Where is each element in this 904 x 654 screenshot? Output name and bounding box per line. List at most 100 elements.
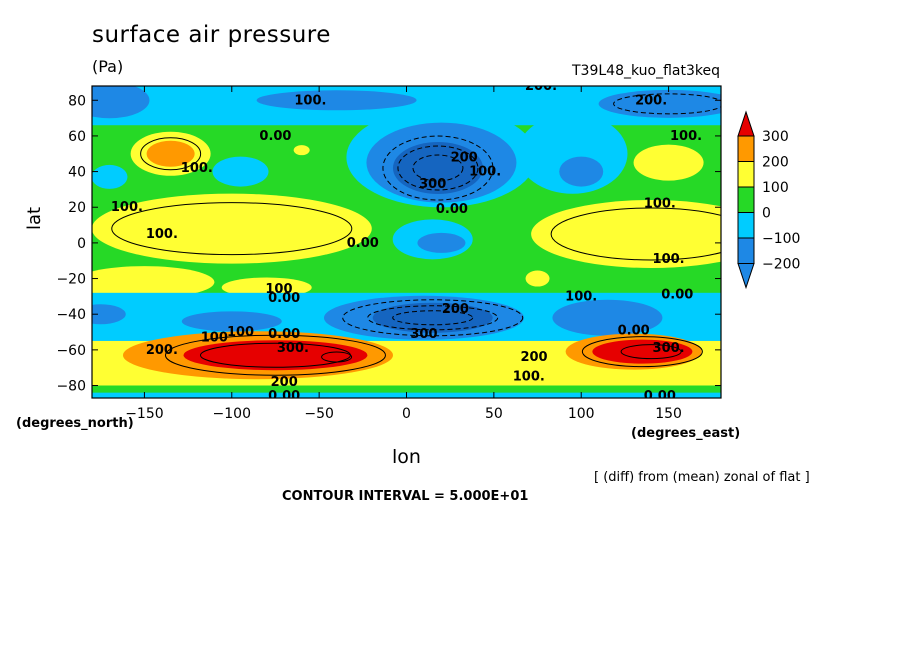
- contour-south-low-2: [367, 305, 499, 331]
- contour-label: 200.: [146, 343, 178, 358]
- colorbar-label: 0: [762, 206, 771, 222]
- colorbar-segment: [737, 212, 755, 239]
- colorbar-segment: [737, 161, 755, 188]
- x-axis-units: (degrees_east): [631, 426, 741, 441]
- y-tick-label: −40: [56, 307, 86, 323]
- contour-label: 200: [271, 375, 298, 390]
- colorbar-label: 300: [762, 129, 789, 145]
- contour-label: 100.: [469, 165, 501, 180]
- contour-label: 0.00: [268, 327, 300, 342]
- south-blue-edge: [92, 304, 126, 325]
- colorbar-label: −100: [762, 231, 800, 247]
- x-tick-label: −100: [213, 406, 251, 422]
- contour-label: 100.: [644, 197, 676, 212]
- x-tick-label: 50: [485, 406, 503, 422]
- contour-label: 100.: [181, 161, 213, 176]
- colorbar-label: −200: [762, 257, 800, 273]
- colorbar-label: 200: [762, 155, 789, 171]
- x-tick-label: 0: [402, 406, 411, 422]
- north-blue-small: [559, 156, 604, 187]
- contour-label: 100.: [294, 93, 326, 108]
- x-tick-label: 100: [568, 406, 595, 422]
- north-high-orange: [146, 140, 195, 167]
- y-tick-label: 60: [68, 129, 86, 145]
- plot-title: surface air pressure: [92, 22, 331, 48]
- subtropic-yellow-mid: [221, 277, 312, 298]
- north-cyan-edge: [92, 164, 128, 189]
- colorbar-top-arrow: [737, 110, 755, 137]
- south-green-strip: [92, 385, 721, 393]
- x-tick-label: 150: [655, 406, 682, 422]
- contour-label: 100.: [513, 370, 545, 385]
- north-low-core: [392, 142, 483, 195]
- contour-label: 0.00: [618, 323, 650, 338]
- tropical-blue-center: [417, 232, 466, 253]
- contour-north-east-1: [613, 93, 721, 115]
- contour-label: 100.: [111, 200, 143, 215]
- colorbar: 300 200 100 0 −100 −200: [737, 110, 800, 290]
- contour-label: 0.00: [644, 389, 676, 404]
- colorbar-segment: [737, 135, 755, 162]
- run-id-label: T39L48_kuo_flat3keq: [572, 63, 720, 79]
- y-axis-title: lat: [24, 206, 45, 230]
- contour-label: 0.00: [268, 291, 300, 306]
- colorbar-label: 100: [762, 180, 789, 196]
- colorbar-segment: [737, 186, 755, 213]
- contour-label: 200: [451, 150, 478, 165]
- contour-interval: CONTOUR INTERVAL = 5.000E+01: [282, 489, 529, 504]
- contour-label: 100.: [565, 289, 597, 304]
- y-axis-units: (degrees_north): [16, 416, 134, 431]
- south-low-core: [372, 302, 493, 333]
- contour-south-high-4: [581, 336, 703, 368]
- contour-north-low-2: [397, 145, 479, 191]
- contour-tropical-2: [550, 207, 721, 261]
- contour-label: 100: [201, 330, 228, 345]
- contour-label: 200.: [635, 93, 667, 108]
- north-blue-west: [92, 86, 150, 119]
- contour-label: 300: [419, 177, 446, 192]
- contour-label: 200.: [525, 79, 557, 94]
- contour-south-low-1: [342, 299, 524, 337]
- x-axis-title: lon: [392, 446, 421, 468]
- units-label: (Pa): [92, 57, 124, 76]
- contour-label: 0.00: [436, 202, 468, 217]
- contour-label: 100: [227, 325, 254, 340]
- contour-south-high-5: [620, 344, 682, 360]
- y-tick-label: 80: [68, 93, 86, 109]
- contour-label: 100.: [653, 252, 685, 267]
- north-small-yellow: [293, 145, 310, 156]
- tropical-high-west: [92, 193, 372, 264]
- north-cyan-small: [212, 156, 269, 187]
- contour-tropical-1: [111, 202, 353, 256]
- contour-label: 300.: [653, 341, 685, 356]
- contour-label: 200: [520, 350, 547, 365]
- y-tick-label: 40: [68, 165, 86, 181]
- north-east-yellow: [633, 144, 704, 181]
- contour-south-low-3: [392, 310, 474, 326]
- y-tick-label: 0: [77, 236, 86, 252]
- colorbar-bottom-arrow: [737, 263, 755, 290]
- contour-label: 300: [410, 327, 437, 342]
- contour-label: 0.00: [259, 129, 291, 144]
- subtropic-yellow-west: [92, 266, 215, 299]
- north-blue-center: [256, 90, 417, 111]
- contour-label: 100.: [670, 129, 702, 144]
- diff-note: [ (diff) from (mean) zonal of flat ]: [594, 470, 810, 485]
- colorbar-segment: [737, 237, 755, 264]
- y-tick-label: −20: [56, 272, 86, 288]
- south-blue-east: [552, 299, 663, 336]
- contour-north-low-3: [412, 154, 464, 182]
- contour-label: 0.00: [347, 236, 379, 251]
- south-blue-west: [181, 311, 282, 332]
- y-tick-label: −60: [56, 343, 86, 359]
- contour-south-high-1: [164, 334, 386, 376]
- contour-label: 0.00: [268, 389, 300, 404]
- south-red-west: [183, 340, 368, 371]
- contour-label: 300.: [277, 341, 309, 356]
- contour-label: 0.00: [661, 288, 693, 303]
- x-tick-label: −50: [304, 406, 334, 422]
- contour-north-low-1: [382, 135, 494, 201]
- contour-label: 100.: [146, 227, 178, 242]
- contour-label: 100: [265, 282, 292, 297]
